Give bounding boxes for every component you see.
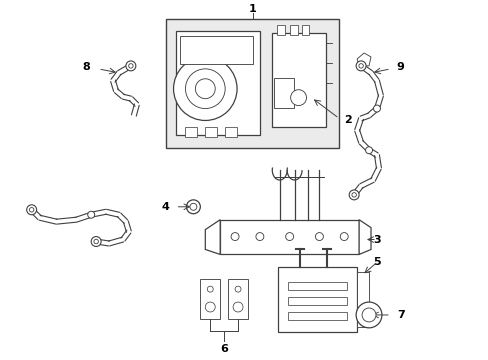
Bar bbox=[165, 19, 339, 148]
Bar bbox=[228, 279, 247, 319]
Circle shape bbox=[126, 61, 136, 71]
Polygon shape bbox=[358, 220, 370, 255]
Circle shape bbox=[290, 90, 306, 105]
Circle shape bbox=[91, 237, 101, 247]
Bar bbox=[287, 312, 346, 320]
Circle shape bbox=[235, 286, 241, 292]
Circle shape bbox=[358, 64, 363, 68]
Text: 5: 5 bbox=[372, 257, 380, 267]
Polygon shape bbox=[356, 53, 370, 66]
Circle shape bbox=[195, 79, 215, 99]
Circle shape bbox=[207, 286, 213, 292]
Circle shape bbox=[185, 69, 224, 109]
Bar bbox=[273, 78, 293, 108]
Circle shape bbox=[351, 193, 356, 197]
Circle shape bbox=[315, 233, 323, 240]
Circle shape bbox=[186, 200, 200, 214]
Circle shape bbox=[373, 105, 380, 112]
Bar bbox=[287, 282, 346, 290]
Circle shape bbox=[189, 203, 197, 210]
Text: 8: 8 bbox=[82, 62, 90, 72]
Bar bbox=[205, 127, 217, 137]
Polygon shape bbox=[205, 220, 220, 255]
Bar bbox=[301, 25, 309, 35]
Bar bbox=[289, 25, 297, 35]
Circle shape bbox=[128, 64, 133, 68]
Circle shape bbox=[361, 308, 375, 322]
Bar bbox=[287, 297, 346, 305]
Circle shape bbox=[27, 205, 37, 215]
Text: 7: 7 bbox=[396, 310, 404, 320]
Circle shape bbox=[205, 302, 215, 312]
Text: 4: 4 bbox=[162, 202, 169, 212]
Text: 9: 9 bbox=[396, 62, 404, 72]
Circle shape bbox=[348, 190, 358, 200]
Circle shape bbox=[355, 61, 366, 71]
Circle shape bbox=[29, 207, 34, 212]
Bar bbox=[200, 279, 220, 319]
Circle shape bbox=[94, 239, 98, 244]
Bar bbox=[220, 220, 358, 255]
Circle shape bbox=[255, 233, 264, 240]
Bar bbox=[356, 272, 368, 327]
Circle shape bbox=[340, 233, 347, 240]
Text: 6: 6 bbox=[220, 344, 227, 354]
Bar bbox=[175, 31, 259, 135]
Text: 2: 2 bbox=[344, 116, 351, 126]
Circle shape bbox=[355, 302, 381, 328]
Bar bbox=[180, 36, 252, 64]
Circle shape bbox=[173, 57, 237, 121]
Circle shape bbox=[285, 233, 293, 240]
Text: 3: 3 bbox=[372, 234, 380, 244]
Bar bbox=[271, 33, 325, 127]
Circle shape bbox=[233, 302, 243, 312]
Circle shape bbox=[365, 147, 372, 154]
Circle shape bbox=[231, 233, 239, 240]
Circle shape bbox=[87, 211, 95, 218]
Bar bbox=[276, 25, 284, 35]
Bar bbox=[224, 127, 237, 137]
Bar bbox=[185, 127, 197, 137]
Text: 1: 1 bbox=[248, 4, 256, 14]
Bar bbox=[277, 267, 356, 332]
